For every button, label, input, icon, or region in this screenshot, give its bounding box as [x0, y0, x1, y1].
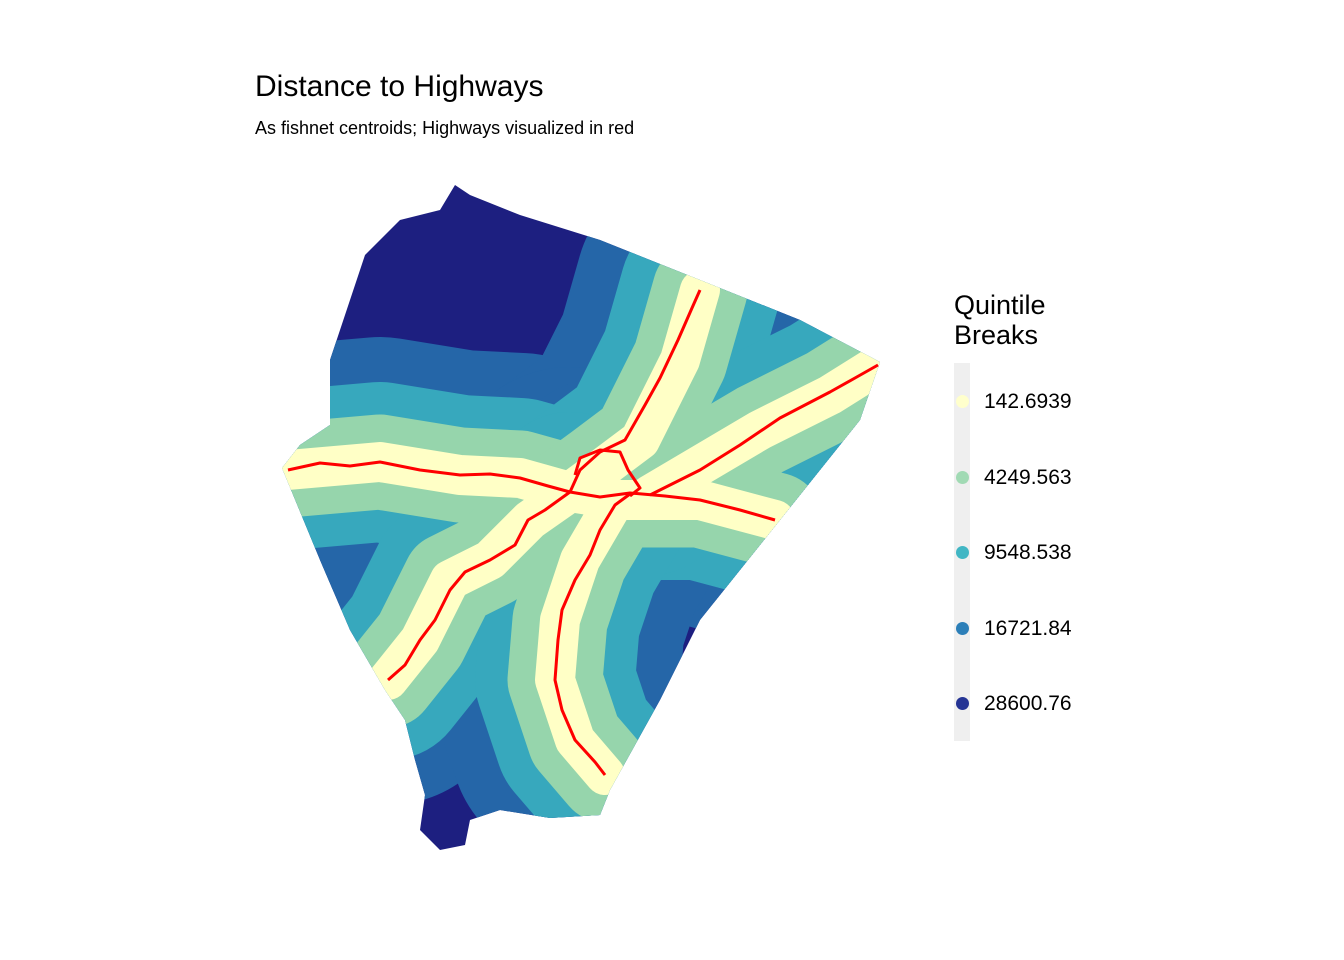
distance-bands — [282, 185, 880, 850]
legend-title-line2: Breaks — [954, 320, 1039, 350]
highway-lines — [287, 289, 879, 776]
legend-label: 142.6939 — [984, 390, 1072, 413]
legend-swatch — [956, 471, 969, 484]
legend-label: 4249.563 — [984, 466, 1072, 489]
highway-west — [287, 460, 571, 494]
legend-swatch — [956, 546, 969, 559]
legend-label: 16721.84 — [984, 617, 1072, 640]
legend-swatch — [956, 697, 969, 710]
legend-title: Quintile Breaks — [954, 290, 1104, 350]
highway-loop — [573, 448, 642, 498]
highway-southwest — [387, 490, 571, 682]
highway-north — [568, 289, 702, 493]
legend-label: 9548.538 — [984, 541, 1072, 564]
legend-swatch — [956, 622, 969, 635]
map-title: Distance to Highways — [255, 70, 544, 103]
highway-northeast — [649, 363, 879, 497]
legend-swatch — [956, 395, 969, 408]
legend: Quintile Breaks 142.6939 4249.563 9548.5… — [954, 290, 1104, 741]
map-subtitle: As fishnet centroids; Highways visualize… — [255, 118, 635, 138]
legend-label: 28600.76 — [984, 692, 1072, 715]
highway-south — [553, 492, 631, 776]
legend-title-line1: Quintile — [954, 290, 1046, 320]
highway-east — [569, 490, 776, 522]
